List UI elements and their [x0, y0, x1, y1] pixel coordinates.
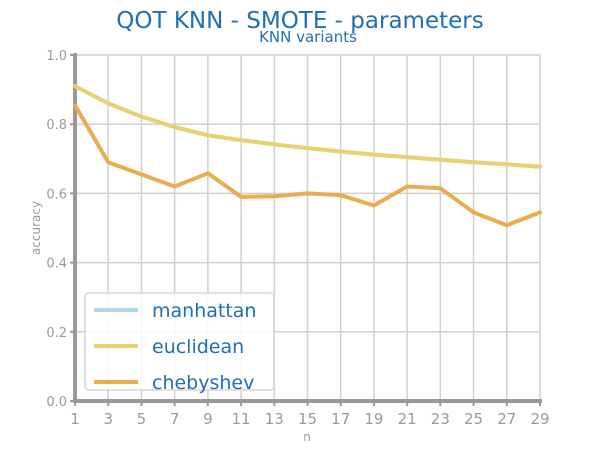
legend: manhattan euclidean chebyshev	[84, 292, 275, 394]
x-tick-label: 1	[70, 410, 80, 428]
series-lines	[73, 84, 542, 228]
series-line-euclidean	[73, 84, 542, 169]
legend-box	[84, 292, 275, 391]
x-tick-label: 29	[530, 410, 549, 428]
x-tick-label: 5	[137, 410, 147, 428]
legend-label-euclidean: euclidean	[152, 336, 244, 358]
x-tick-label: 15	[298, 410, 317, 428]
y-tick-label: 0.0	[46, 395, 67, 410]
y-tick-labels: 0.0 0.2 0.4 0.6 0.8 1.0	[46, 49, 67, 410]
y-axis-label: accuracy	[29, 201, 43, 255]
x-tick-label: 17	[331, 410, 350, 428]
chart-subtitle: KNN variants	[259, 28, 357, 46]
x-tick-label: 11	[232, 410, 251, 428]
legend-label-manhattan: manhattan	[152, 300, 256, 322]
y-tick-label: 0.4	[46, 257, 67, 272]
x-axis-label: n	[303, 430, 311, 444]
x-tick-label: 23	[431, 410, 450, 428]
x-tick-label: 21	[398, 410, 417, 428]
x-tick-label: 7	[170, 410, 180, 428]
x-tick-labels: 1 3 5 7 9 11 13 15 17 19 21 23 25 27 29	[70, 410, 549, 428]
x-tick-label: 19	[364, 410, 383, 428]
x-tick-label: 9	[203, 410, 213, 428]
legend-label-chebyshev: chebyshev	[152, 372, 254, 394]
x-tick-label: 3	[103, 410, 113, 428]
x-tick-label: 25	[464, 410, 483, 428]
y-tick-label: 0.6	[46, 187, 67, 202]
x-tick-label: 27	[497, 410, 516, 428]
y-tick-label: 1.0	[46, 49, 67, 64]
y-tick-label: 0.8	[46, 118, 67, 133]
chart-title: QOT KNN - SMOTE - parameters	[116, 8, 483, 34]
y-tick-label: 0.2	[46, 326, 67, 341]
x-tick-label: 13	[265, 410, 284, 428]
series-line-chebyshev	[73, 103, 542, 228]
axes	[70, 53, 542, 406]
